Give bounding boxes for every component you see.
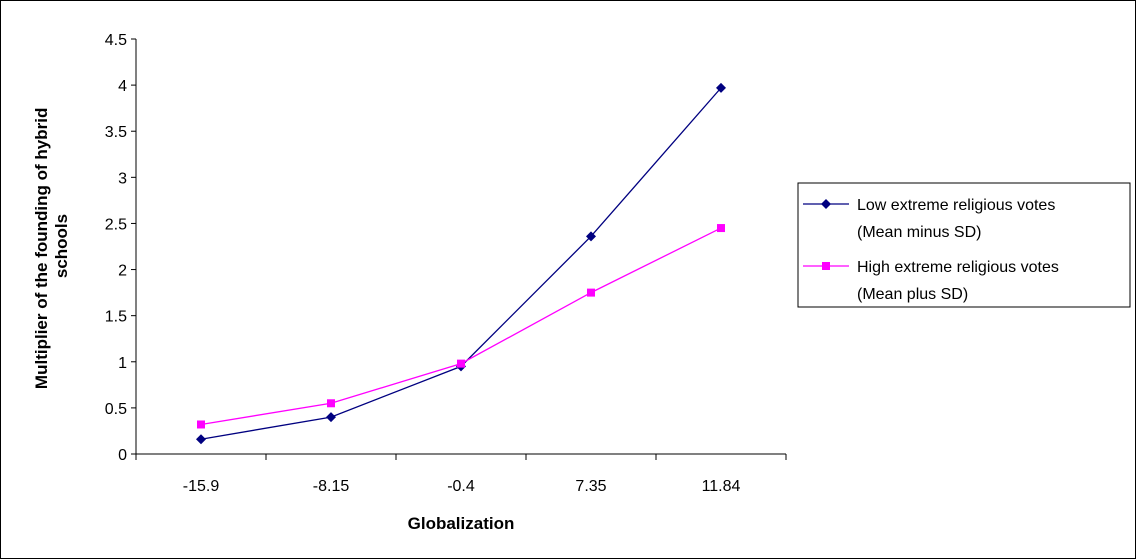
x-axis-ticks: -15.9 -8.15 -0.4 7.35 11.84 <box>135 454 787 495</box>
legend-label-high-line-2: (Mean plus SD) <box>857 286 968 303</box>
plot-area <box>136 39 786 454</box>
y-tick-label: 3.5 <box>105 124 127 141</box>
data-point-diamond <box>586 231 596 242</box>
y-tick-label: 1 <box>118 355 127 372</box>
x-tick-label: 7.35 <box>575 478 606 495</box>
legend-label-low-line-1: Low extreme religious votes <box>857 197 1055 214</box>
y-tick-label: 0.5 <box>105 401 127 418</box>
y-axis-title-line-1: Multiplier of the founding of hybrid <box>32 108 51 389</box>
y-tick-label: 3 <box>118 170 127 187</box>
x-tick-label: -15.9 <box>183 478 220 495</box>
legend-label-low-line-2: (Mean minus SD) <box>857 224 981 241</box>
data-point-square <box>457 359 465 368</box>
y-tick-label: 2.5 <box>105 216 127 233</box>
data-point-square <box>717 224 725 233</box>
y-tick-label: 1.5 <box>105 309 127 326</box>
data-point-diamond <box>716 82 726 93</box>
axes <box>135 39 786 455</box>
legend-entry-high: High extreme religious votes (Mean plus … <box>803 259 1059 303</box>
legend: Low extreme religious votes (Mean minus … <box>797 182 1131 308</box>
data-point-diamond <box>196 434 206 445</box>
legend-marker-square <box>822 262 830 270</box>
series-high <box>197 224 725 429</box>
legend-entry-low: Low extreme religious votes (Mean minus … <box>803 197 1055 241</box>
legend-box <box>797 182 1131 308</box>
data-point-square <box>197 420 205 429</box>
legend-label-high-line-1: High extreme religious votes <box>857 259 1059 276</box>
data-point-diamond <box>326 412 336 423</box>
y-axis-ticks: 0 0.5 1 1.5 2 2.5 3 3.5 4 4.5 <box>105 32 136 464</box>
y-tick-label: 4.5 <box>105 32 127 49</box>
y-axis-title: Multiplier of the founding of hybrid sch… <box>32 103 71 389</box>
series-layer <box>196 82 726 445</box>
data-point-square <box>587 288 595 297</box>
y-axis-title-line-2: schools <box>52 214 71 278</box>
x-tick-label: -8.15 <box>313 478 350 495</box>
x-axis-title: Globalization <box>408 514 515 533</box>
data-point-square <box>327 399 335 408</box>
x-tick-label: -0.4 <box>447 478 475 495</box>
y-tick-label: 4 <box>118 78 127 95</box>
y-tick-label: 2 <box>118 263 127 280</box>
y-tick-label: 0 <box>118 447 127 464</box>
x-tick-label: 11.84 <box>702 478 741 495</box>
legend-marker-diamond <box>821 199 831 209</box>
